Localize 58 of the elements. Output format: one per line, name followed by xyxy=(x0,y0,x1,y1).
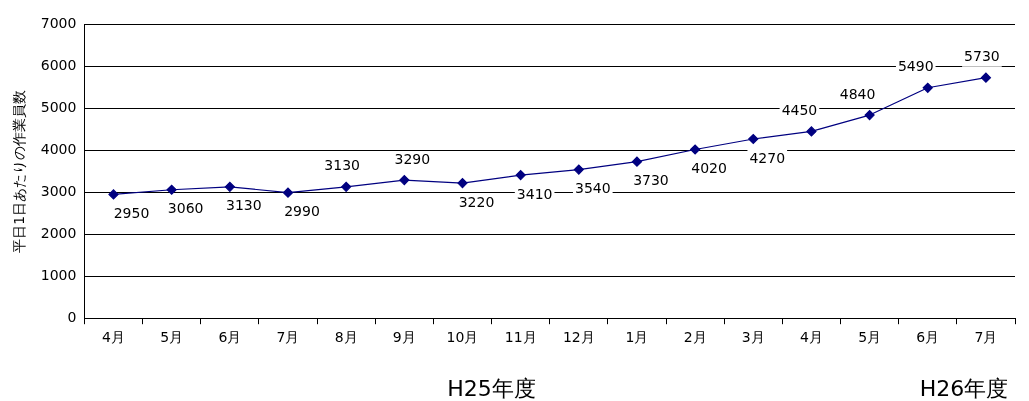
x-tick-label: 12月 xyxy=(562,329,595,346)
point xyxy=(980,72,992,83)
y-tick-label: 6000 xyxy=(40,57,77,74)
point xyxy=(922,82,933,93)
y-tick-label: 4000 xyxy=(40,140,77,157)
point xyxy=(806,126,817,137)
x-tick-label: 5月 xyxy=(858,329,882,346)
x-tick-label: 3月 xyxy=(741,329,765,346)
text: H26年度 xyxy=(918,375,1010,401)
y-axis-title: 平日1日あたりの作業員数 xyxy=(11,89,28,253)
y-tick-label: 0 xyxy=(67,308,77,325)
point xyxy=(864,109,875,121)
data-label: 2990 xyxy=(284,203,320,220)
x-tick-label: 4月 xyxy=(102,329,125,346)
data-label: 3730 xyxy=(633,172,669,189)
data-label: 4450 xyxy=(781,102,818,119)
y-tick-label: 1000 xyxy=(40,266,77,283)
point xyxy=(690,144,701,155)
point xyxy=(341,181,352,192)
point xyxy=(166,184,177,195)
data-label: 3220 xyxy=(458,193,495,210)
point xyxy=(573,164,584,175)
point xyxy=(515,169,526,181)
x-tick-label: 7月 xyxy=(276,329,300,346)
data-label: 4270 xyxy=(749,149,786,166)
x-tick-label: 4月 xyxy=(799,329,823,346)
data-label: 4020 xyxy=(691,160,727,177)
y-tick-label: 3000 xyxy=(40,182,77,199)
data-label: 3130 xyxy=(226,197,262,214)
text: H25年度 xyxy=(446,375,537,401)
data-label: 5730 xyxy=(964,48,1000,65)
x-tick-label: 6月 xyxy=(218,329,242,346)
x-tick-label: 1月 xyxy=(625,329,649,346)
y-tick-label: 7000 xyxy=(40,15,77,32)
x-tick-label: 5月 xyxy=(160,329,184,346)
x-tick-label: 8月 xyxy=(334,329,358,346)
x-tick-label: 10月 xyxy=(446,329,479,346)
x-tick-label: 9月 xyxy=(392,329,416,346)
data-label: 3410 xyxy=(516,185,553,202)
y-tick-label: 5000 xyxy=(40,98,77,115)
data-label: 4840 xyxy=(839,85,876,102)
point xyxy=(631,156,643,167)
y-tick-label: 2000 xyxy=(40,224,77,241)
data-label: 2950 xyxy=(113,205,150,222)
point xyxy=(282,187,294,198)
x-tick-label: 2月 xyxy=(683,329,707,346)
data-label: 3540 xyxy=(574,180,611,197)
data-label: 5490 xyxy=(897,58,934,75)
x-tick-label: 6月 xyxy=(916,329,940,346)
data-label: 3060 xyxy=(167,200,204,217)
data-label: 3130 xyxy=(324,157,360,174)
x-tick-label: 11月 xyxy=(504,329,537,346)
point xyxy=(748,133,759,145)
point xyxy=(108,189,119,200)
data-label: 3290 xyxy=(394,150,431,167)
x-tick-label: 7月 xyxy=(974,329,998,346)
point xyxy=(224,181,235,192)
point xyxy=(399,175,410,186)
